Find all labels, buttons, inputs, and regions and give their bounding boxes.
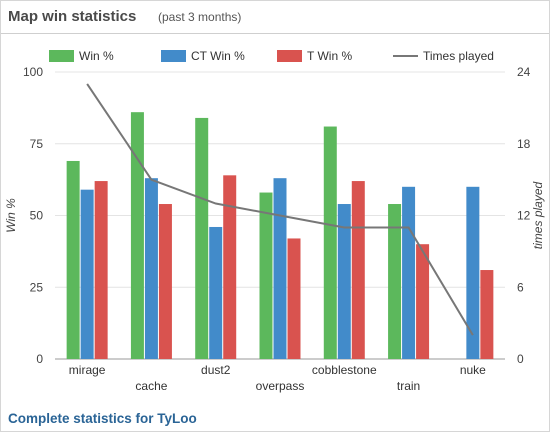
bar-ct-win — [144, 178, 158, 359]
legend-swatch — [49, 50, 74, 62]
legend-swatch — [277, 50, 302, 62]
y-tick-label: 75 — [30, 137, 44, 151]
bar-win — [259, 192, 273, 359]
x-tick-label: overpass — [256, 379, 305, 393]
legend-label: Win % — [79, 49, 114, 63]
y2-axis-title: times played — [531, 181, 545, 249]
legend-label: Times played — [423, 49, 494, 63]
bar-t-win — [158, 204, 172, 359]
bar-t-win — [480, 270, 494, 359]
legend-label: CT Win % — [191, 49, 245, 63]
bar-win — [195, 117, 209, 359]
bar-ct-win — [337, 204, 351, 359]
complete-statistics-link[interactable]: Complete statistics for TyLoo — [8, 411, 197, 426]
bar-win — [323, 126, 337, 359]
bar-win — [66, 160, 80, 359]
bar-ct-win — [209, 226, 223, 359]
bar-t-win — [287, 238, 301, 359]
panel-subtitle: (past 3 months) — [158, 10, 242, 24]
bar-t-win — [416, 244, 430, 359]
x-tick-label: nuke — [460, 363, 486, 377]
legend-swatch — [161, 50, 186, 62]
y2-tick-label: 6 — [517, 280, 524, 294]
bar-win — [130, 112, 144, 360]
bar-ct-win — [466, 186, 480, 359]
y-axis-title: Win % — [4, 198, 18, 233]
bar-t-win — [94, 181, 108, 359]
bar-t-win — [351, 181, 365, 359]
times-played-line — [86, 83, 474, 336]
x-tick-label: cache — [135, 379, 167, 393]
bar-ct-win — [273, 178, 287, 359]
x-tick-label: cobblestone — [312, 363, 377, 377]
panel-header: Map win statistics (past 3 months) — [1, 1, 549, 34]
win-statistics-chart: 0 25 50 75 100 0 6 12 18 24 Win % times played Win %… — [4, 49, 545, 393]
legend-label: T Win % — [307, 49, 352, 63]
y-tick-label: 50 — [30, 209, 44, 223]
chart-container: 0 25 50 75 100 0 6 12 18 24 Win % times played Win %… — [1, 39, 550, 399]
y-tick-label: 100 — [23, 65, 43, 79]
y2-tick-label: 0 — [517, 352, 524, 366]
bar-t-win — [223, 175, 237, 359]
y2-tick-label: 24 — [517, 65, 531, 79]
panel-title: Map win statistics — [8, 8, 137, 25]
y-tick-label: 0 — [36, 352, 43, 366]
y-tick-label: 25 — [30, 280, 44, 294]
y2-tick-label: 18 — [517, 137, 531, 151]
bar-win — [388, 204, 402, 359]
x-tick-label: dust2 — [201, 363, 231, 377]
bar-ct-win — [80, 189, 94, 359]
y2-tick-label: 12 — [517, 209, 531, 223]
bar-ct-win — [402, 186, 416, 359]
x-tick-label: train — [397, 379, 420, 393]
x-tick-label: mirage — [69, 363, 106, 377]
